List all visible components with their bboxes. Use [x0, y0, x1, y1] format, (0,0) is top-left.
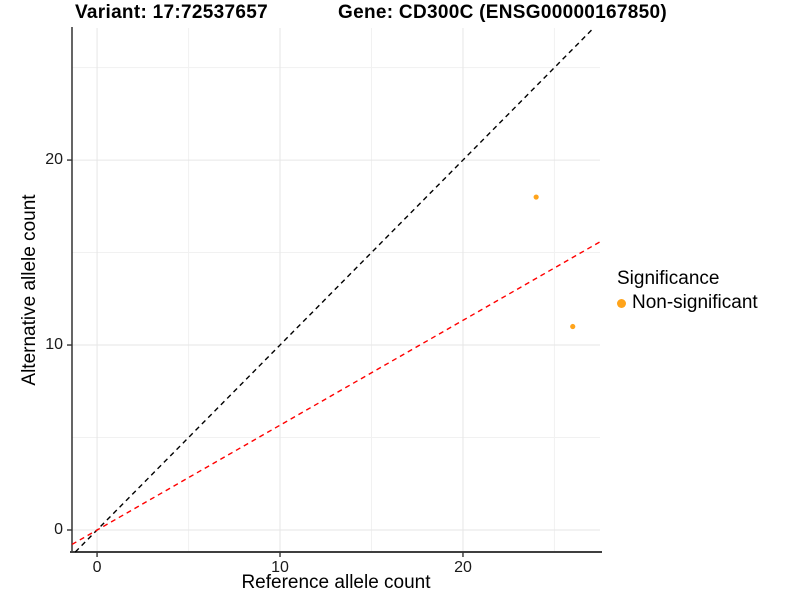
- x-tick-label: 0: [92, 559, 102, 576]
- y-tick-label: 10: [45, 336, 63, 354]
- legend-point-marker: [617, 298, 626, 308]
- plot-title-gene: Gene: CD300C (ENSG00000167850): [338, 2, 668, 23]
- data-point: [533, 194, 539, 200]
- y-axis-title: Alternative allele count: [19, 194, 40, 386]
- legend-item-label: Non-significant: [632, 292, 758, 313]
- x-tick-label: 10: [271, 559, 289, 576]
- x-tick-label: 20: [454, 559, 472, 576]
- y-tick-label: 0: [54, 520, 63, 538]
- identity-reference-line: [74, 27, 595, 553]
- plot-title-variant: Variant: 17:72537657: [75, 2, 268, 23]
- legend: Significance Non-significant: [617, 268, 758, 314]
- x-axis-title: Reference allele count: [241, 572, 431, 593]
- legend-item-non-significant: Non-significant: [617, 292, 758, 314]
- expected-ratio-reference-line: [71, 241, 601, 546]
- y-tick-label: 20: [45, 151, 63, 169]
- data-point: [570, 323, 576, 330]
- legend-title: Significance: [617, 268, 720, 289]
